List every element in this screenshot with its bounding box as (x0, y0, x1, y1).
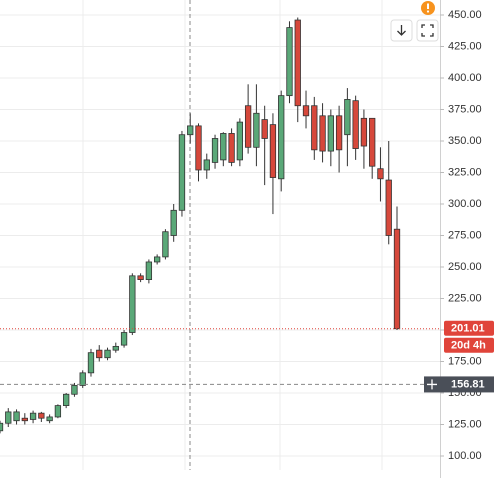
candle-body (269, 124, 277, 178)
candle-body (335, 115, 343, 151)
alert-icon[interactable] (421, 1, 435, 15)
candle-body (54, 405, 62, 418)
candle-body (286, 27, 293, 97)
candle-body (71, 385, 78, 395)
y-tick-label: 100.00 (448, 450, 482, 462)
candle-body (327, 115, 334, 152)
candle-body (0, 422, 4, 432)
candle-body (178, 134, 186, 211)
candle-body (38, 412, 45, 419)
candle-body (261, 119, 268, 139)
last-price-box (444, 320, 494, 336)
candle-body (21, 417, 28, 422)
crosshair-price-label: 156.81 (451, 378, 485, 390)
y-tick-label: 275.00 (448, 229, 482, 241)
candle-body (311, 105, 318, 151)
candle-body (228, 133, 235, 163)
candle-body (211, 138, 219, 163)
candle-body (96, 349, 103, 359)
candle-body (129, 275, 136, 333)
countdown-label: 20d 4h (451, 340, 486, 352)
candle-body (63, 393, 70, 407)
candle-body (162, 231, 169, 258)
candle-body (385, 179, 392, 236)
y-tick-label: 250.00 (448, 261, 482, 273)
candle-body (236, 121, 244, 161)
expand-icon (421, 24, 434, 37)
y-tick-label: 450.00 (448, 9, 482, 21)
crosshair-price-box (440, 376, 494, 393)
candle-body (220, 133, 227, 161)
countdown-box (444, 337, 494, 353)
candle-body (319, 115, 326, 152)
candle-body (195, 125, 202, 171)
y-tick-label: 350.00 (448, 135, 482, 147)
candle-body (393, 228, 401, 330)
alert-glyph-dot (426, 10, 430, 13)
y-tick-label: 375.00 (448, 103, 482, 115)
last-price-label: 201.01 (451, 323, 485, 335)
candle-body (360, 117, 368, 147)
candle-body (137, 275, 144, 281)
candle-body (377, 168, 384, 180)
vertical-grid (0, 0, 440, 470)
candle-body (29, 412, 37, 420)
candle-body (369, 117, 376, 167)
candle-body (344, 99, 351, 136)
y-tick-label: 400.00 (448, 72, 482, 84)
candle-body (13, 411, 20, 422)
y-tick-label: 125.00 (448, 418, 482, 430)
candle-body (170, 209, 177, 236)
candle-body (253, 112, 260, 148)
candle-body (145, 261, 153, 280)
candle-body (46, 416, 53, 422)
candle-body (278, 95, 285, 180)
candle-body (153, 256, 161, 263)
button-frame (416, 19, 439, 42)
candle-body (187, 125, 194, 136)
candle-body (112, 345, 119, 351)
y-tick-label: 425.00 (448, 40, 482, 52)
down-arrow-icon (397, 25, 406, 36)
candle-body (352, 100, 359, 149)
y-tick-label: 225.00 (448, 292, 482, 304)
candle-body (302, 105, 310, 117)
candle-body (79, 372, 86, 386)
fullscreen-button[interactable] (416, 19, 439, 42)
y-tick-label: 300.00 (448, 198, 482, 210)
y-tick-label: 175.00 (448, 355, 482, 367)
candle-body (203, 159, 210, 171)
candle-body (5, 411, 12, 424)
candle-body (294, 19, 301, 107)
candle-body (87, 352, 95, 374)
candle-body (120, 332, 128, 346)
crosshair-plus-icon (427, 379, 437, 390)
y-tick-label: 325.00 (448, 166, 482, 178)
candle-body (104, 349, 111, 359)
candle-body (244, 105, 252, 148)
scroll-button[interactable] (390, 19, 413, 42)
